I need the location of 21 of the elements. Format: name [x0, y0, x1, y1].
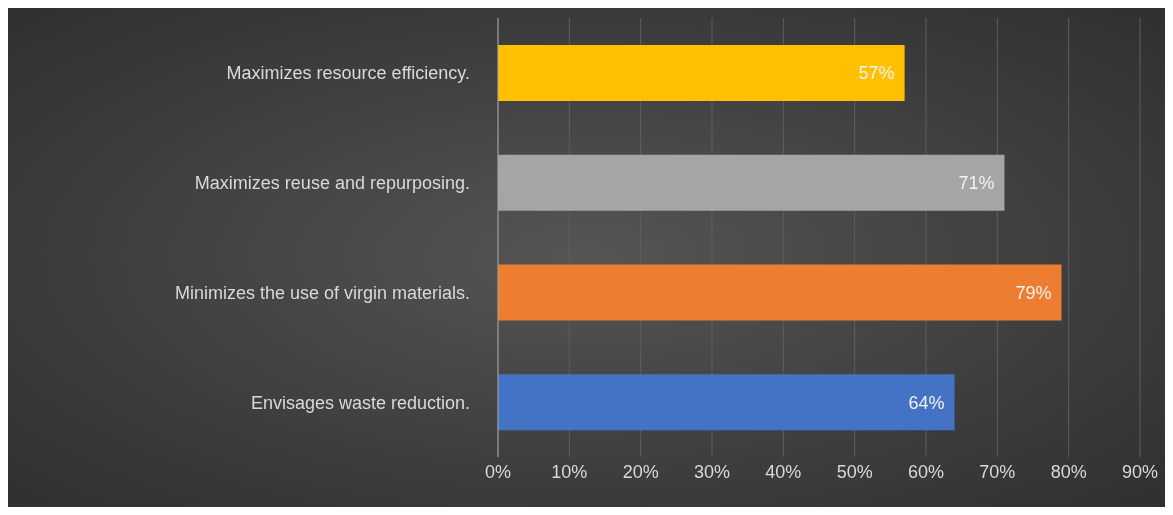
x-tick-label: 70% [979, 461, 1016, 482]
y-tick-label: Maximizes resource efficiency. [226, 63, 470, 84]
data-label: 64% [908, 392, 945, 413]
bar [498, 264, 1062, 321]
y-tick-label: Maximizes reuse and repurposing. [194, 173, 470, 194]
y-tick-label: Envisages waste reduction. [250, 392, 470, 413]
x-tick-label: 50% [836, 461, 873, 482]
bar [498, 374, 955, 431]
x-tick-label: 90% [1121, 461, 1159, 482]
data-label: 71% [958, 173, 995, 194]
bar [498, 45, 905, 101]
data-label: 57% [858, 63, 895, 84]
data-label: 79% [1015, 282, 1052, 303]
x-tick-label: 40% [765, 461, 802, 482]
y-tick-label: Minimizes the use of virgin materials. [174, 282, 470, 303]
x-tick-label: 80% [1050, 461, 1087, 482]
x-tick-label: 20% [622, 461, 659, 482]
x-tick-label: 30% [693, 461, 731, 482]
x-tick-label: 60% [907, 461, 945, 482]
x-tick-label: 10% [551, 461, 588, 482]
x-tick-label: 0% [484, 461, 512, 482]
